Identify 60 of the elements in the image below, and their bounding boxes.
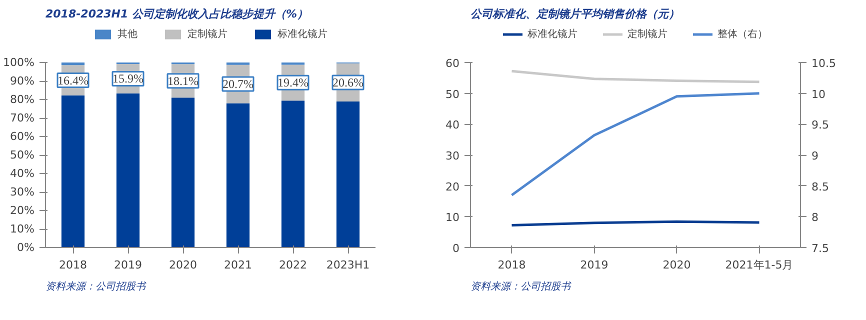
x-tick-label: 2021 [224,258,252,272]
y-tick-label: 40% [10,167,35,180]
data-label: 19.4% [278,76,308,90]
text: 资料来源：公司招股书 [46,280,146,292]
x-tick-label: 2018 [59,258,88,272]
x-tick-label: 2021年1-5月 [725,258,794,272]
y-tick-label: 30% [10,186,35,198]
y2-tick-label: 7.5 [812,242,829,255]
text: 资料来源：公司招股书 [470,280,572,292]
y-tick-label: 40 [446,118,460,132]
legend-label: 定制镜片 [188,28,228,41]
y2-tick-label: 9 [812,150,818,162]
y-tick-label: 90% [10,74,35,88]
data-label: 15.9% [112,72,144,86]
data-label: 18.1% [168,74,198,88]
line-series [510,70,760,84]
bar [61,62,85,66]
x-tick-label: 2019 [114,258,142,272]
bar [281,100,305,248]
y-tick-label: 10 [446,211,460,224]
y-tick-label: 0 [452,242,460,255]
y2-tick-label: 10 [812,88,826,101]
bar [336,102,360,248]
legend-label: 其他 [118,28,138,41]
y2-tick-label: 10.5 [812,57,836,70]
line-series [510,92,760,196]
y-tick-label: 60% [10,130,35,143]
x-tick-label: 2019 [580,258,608,272]
x-tick-label: 2020 [169,258,198,272]
y2-tick-label: 8.5 [812,180,829,194]
y-tick-label: 10% [10,222,35,236]
y-tick-label: 20 [446,180,460,194]
y-tick-label: 100% [3,56,35,69]
x-tick-label: 2018 [498,258,526,272]
bar [61,95,85,248]
y-tick-label: 80% [10,93,35,106]
y-tick-label: 70% [10,112,35,124]
y2-tick-label: 8 [812,211,818,224]
chart-title: 公司标准化、定制镜片平均销售价格（元） [470,8,680,20]
y-tick-label: 30 [446,150,460,162]
bar [226,103,250,248]
y-tick-label: 50% [10,148,35,162]
bar [116,93,140,248]
chart-title: 2018-2023H1 公司定制化收入占比稳步提升（%） [46,8,308,20]
legend-label: 标准化镜片 [528,28,578,41]
data-label: 20.7% [222,77,254,92]
y-tick-label: 60 [446,57,460,70]
legend-label: 定制镜片 [628,28,668,41]
x-tick-label: 2020 [662,258,691,272]
x-tick-label: 2022 [279,258,308,272]
legend-label: 整体（右） [718,28,768,41]
legend-label: 标准化镜片 [278,28,328,41]
data-label: 20.6% [332,75,364,90]
data-label: 16.4% [58,73,88,88]
bar [171,98,195,248]
x-tick-label: 2023H1 [326,258,370,272]
y-tick-label: 20% [10,204,35,217]
y-tick-label: 50 [446,88,460,101]
y-tick-label: 0% [17,241,34,254]
y2-tick-label: 9.5 [812,118,829,132]
